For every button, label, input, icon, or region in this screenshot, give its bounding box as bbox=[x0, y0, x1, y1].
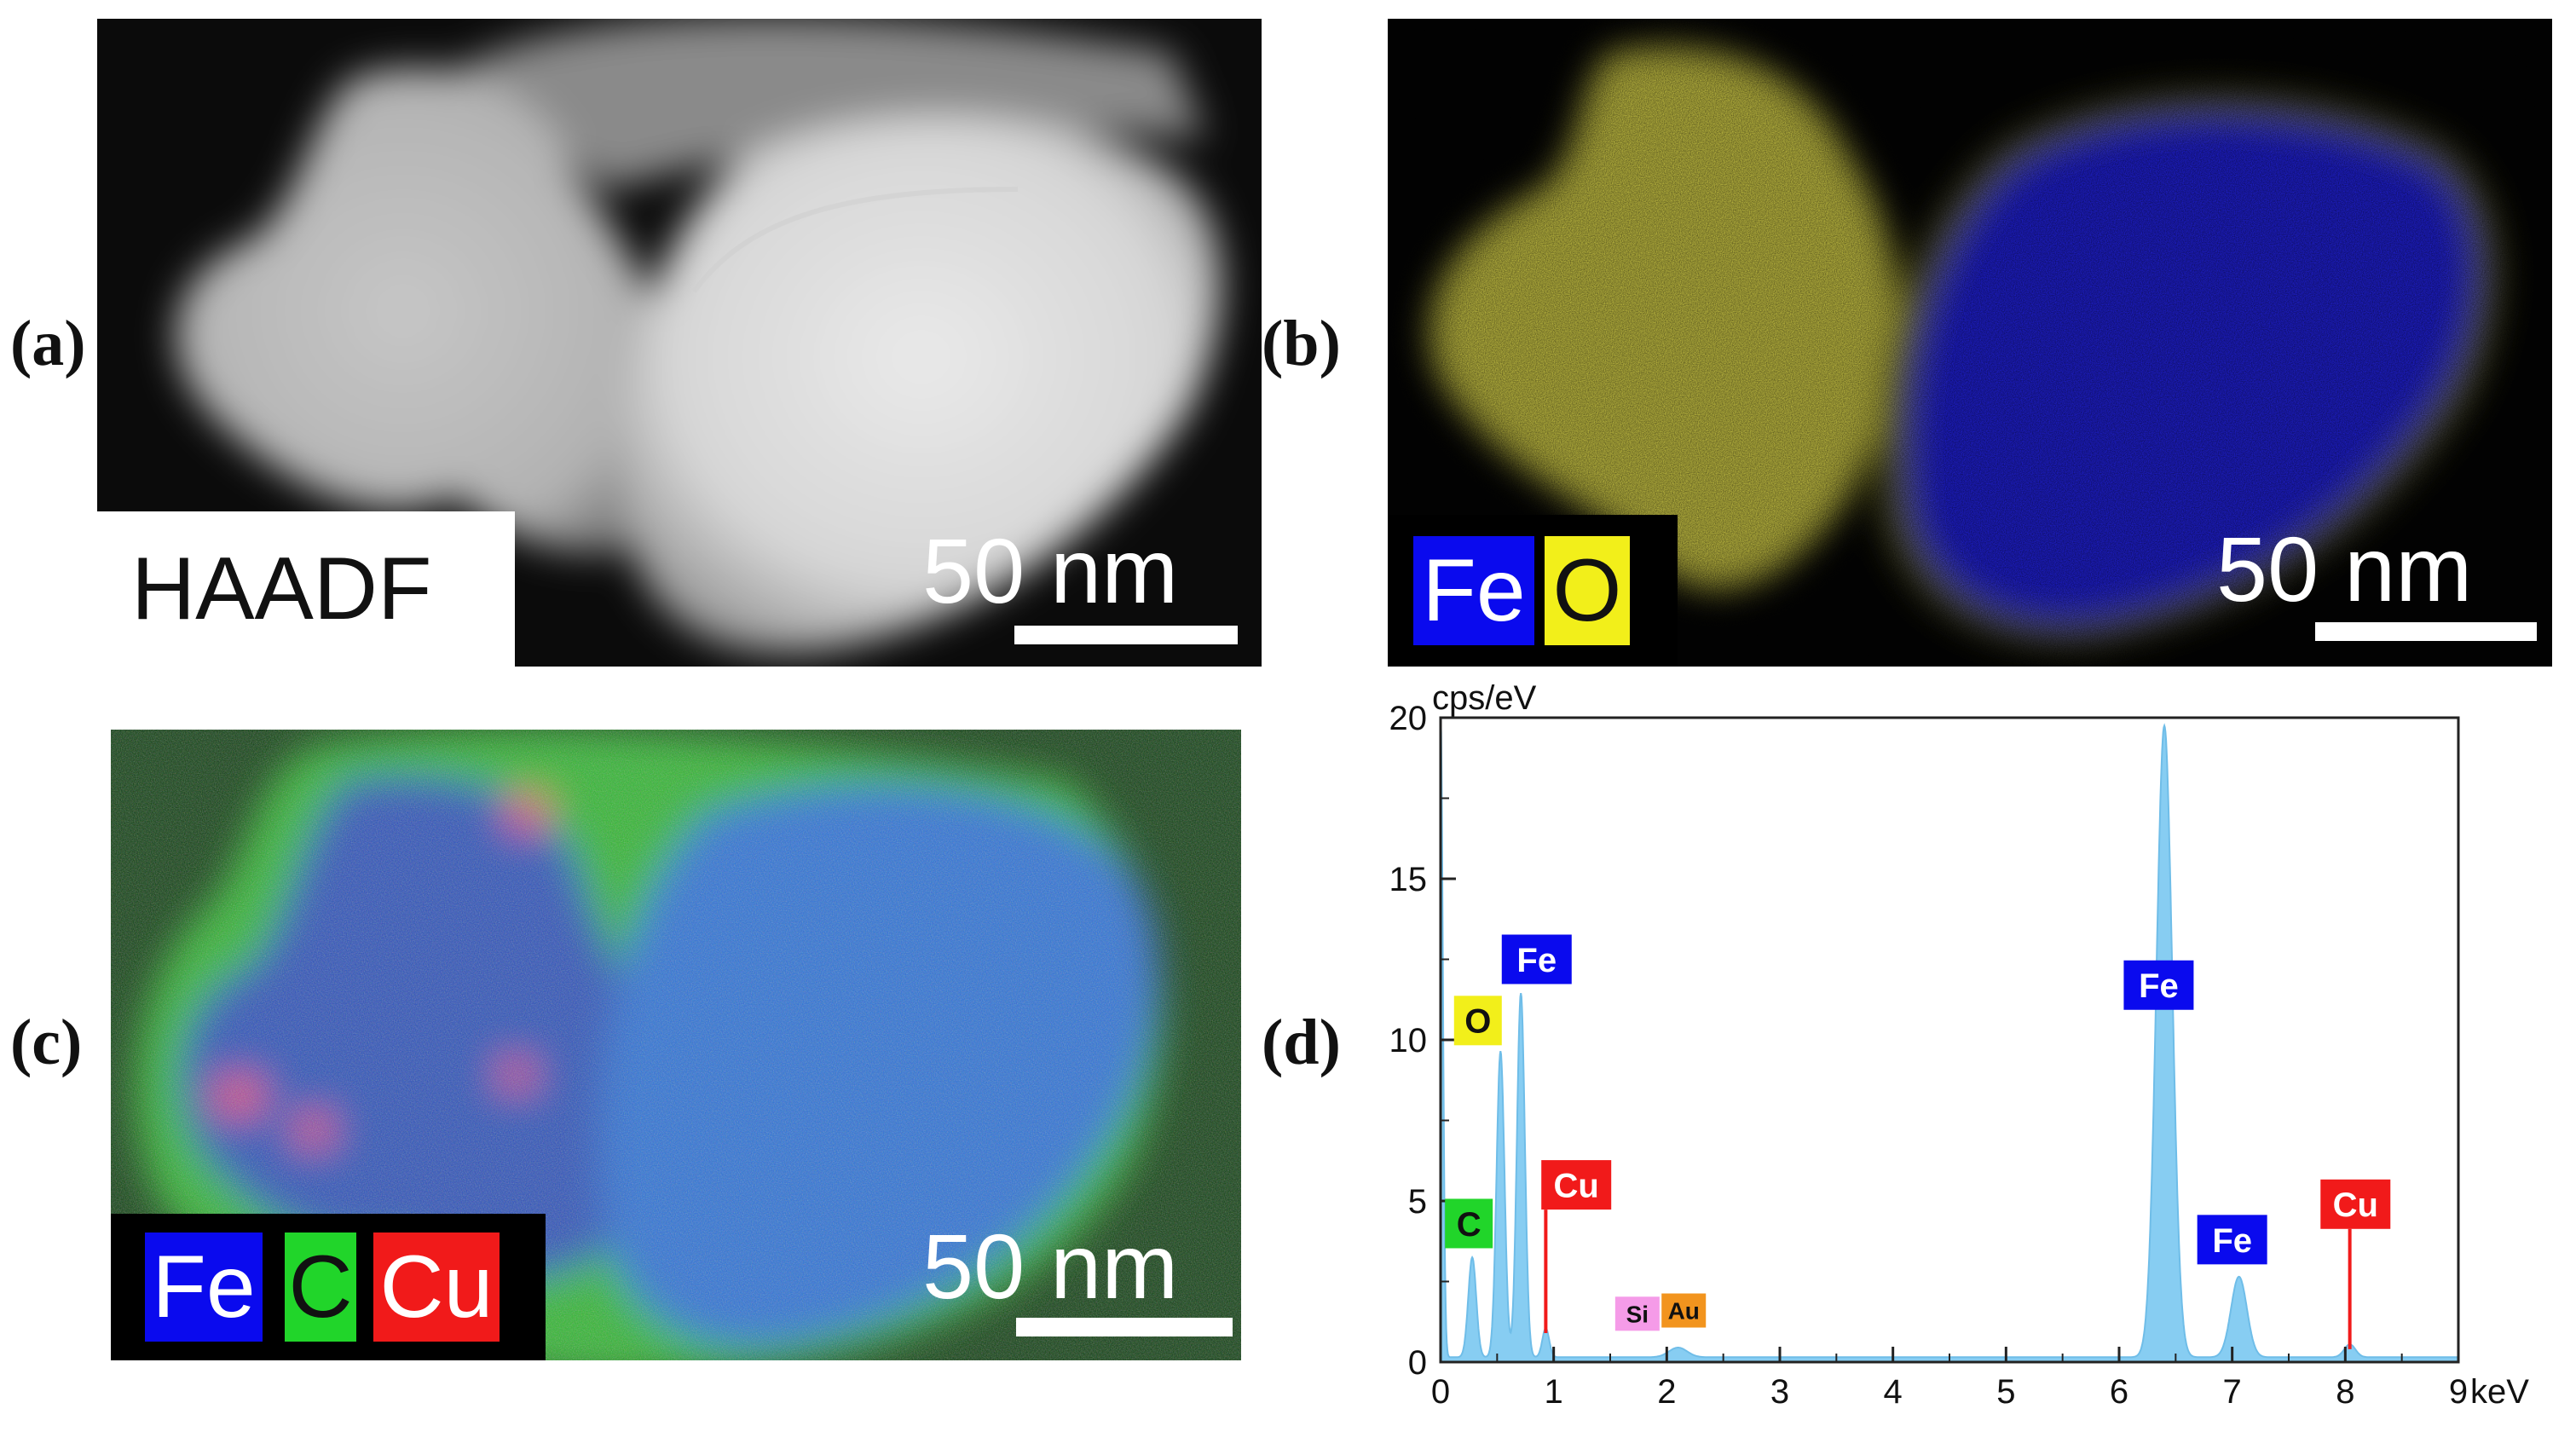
x-tick-label: 4 bbox=[1884, 1373, 1903, 1411]
peak-label-c: C bbox=[1445, 1198, 1493, 1249]
fe-o-map-image bbox=[1388, 19, 2552, 667]
x-axis-label: keV bbox=[2470, 1373, 2529, 1411]
y-tick-label: 20 bbox=[1389, 700, 1428, 737]
x-tick-label: 5 bbox=[1996, 1373, 2015, 1411]
peak-label-box bbox=[2123, 960, 2194, 1010]
legend-b-o: O bbox=[1545, 536, 1630, 645]
y-tick-label: 5 bbox=[1408, 1183, 1427, 1221]
peak-label-box bbox=[1614, 1296, 1660, 1331]
peak-label-cu: Cu bbox=[2320, 1179, 2391, 1229]
x-tick-label: 1 bbox=[1545, 1373, 1563, 1411]
peak-label-text: Fe bbox=[1516, 942, 1557, 979]
peak-label-box bbox=[2320, 1179, 2391, 1229]
panel-letter-b: (b) bbox=[1262, 308, 1341, 379]
panel-letter-a: (a) bbox=[10, 308, 86, 379]
y-tick-label: 10 bbox=[1389, 1022, 1428, 1059]
x-tick-label: 2 bbox=[1657, 1373, 1676, 1411]
peak-label-fe: Fe bbox=[2197, 1215, 2267, 1265]
peak-label-text: Au bbox=[1668, 1298, 1700, 1325]
peak-label-box bbox=[2197, 1215, 2267, 1265]
scale-bar-c bbox=[1016, 1318, 1233, 1336]
peak-label-box bbox=[1445, 1198, 1493, 1249]
scale-label-b: 50 nm bbox=[2216, 517, 2473, 621]
x-tick-label: 7 bbox=[2223, 1373, 2242, 1411]
peak-label-text: Si bbox=[1626, 1301, 1649, 1327]
peak-label-text: Cu bbox=[1554, 1168, 1599, 1205]
scale-label-c: 50 nm bbox=[922, 1215, 1179, 1318]
peak-label-box bbox=[1501, 934, 1572, 984]
scale-bar-b bbox=[2315, 622, 2537, 641]
eds-spectrum-chart: 0 1 2 3 4 5 6 7 8 9 0 5 10 15 20 Fe O C Cu Si Au Fe Fe Cu cps/e… bbox=[1389, 679, 2530, 1411]
peak-label-text: Fe bbox=[2212, 1222, 2252, 1260]
peak-label-text: Fe bbox=[2139, 967, 2179, 1005]
legend-c-cu: Cu bbox=[373, 1233, 500, 1342]
y-tick-label: 15 bbox=[1389, 861, 1428, 898]
spectrum-area bbox=[1440, 717, 2459, 1363]
legend-c-c: C bbox=[285, 1233, 356, 1342]
peak-label-text: C bbox=[1457, 1206, 1481, 1244]
scale-bar-a bbox=[1014, 626, 1238, 644]
peak-label-fe: Fe bbox=[2123, 960, 2194, 1010]
x-tick-label: 3 bbox=[1770, 1373, 1789, 1411]
scale-label-a: 50 nm bbox=[922, 519, 1179, 622]
legend-c-fe: Fe bbox=[145, 1233, 263, 1342]
peak-label-au: Au bbox=[1661, 1293, 1707, 1328]
x-tick-label: 8 bbox=[2336, 1373, 2354, 1411]
y-axis-label: cps/eV bbox=[1432, 679, 1537, 717]
peak-label-box bbox=[1453, 996, 1502, 1046]
x-tick-label: 9 bbox=[2449, 1373, 2468, 1411]
peak-label-text: O bbox=[1464, 1003, 1491, 1041]
legend-b: Fe O bbox=[1388, 515, 1678, 667]
panel-letter-c: (c) bbox=[10, 1007, 83, 1078]
legend-c: Fe C Cu bbox=[111, 1214, 546, 1360]
peak-label-text: Cu bbox=[2333, 1186, 2378, 1224]
peak-label-box bbox=[1661, 1293, 1707, 1328]
y-tick-label: 0 bbox=[1408, 1344, 1427, 1382]
peak-label-o: O bbox=[1453, 996, 1502, 1046]
panel-letter-d: (d) bbox=[1262, 1007, 1341, 1078]
haadf-label-text: HAADF bbox=[131, 539, 432, 638]
x-tick-label: 0 bbox=[1431, 1373, 1450, 1411]
peak-label-box bbox=[1541, 1160, 1612, 1210]
peak-label-cu: Cu bbox=[1541, 1160, 1612, 1210]
haadf-label: HAADF bbox=[97, 511, 515, 667]
plot-frame bbox=[1439, 716, 2460, 1364]
x-tick-label: 6 bbox=[2110, 1373, 2128, 1411]
legend-b-fe: Fe bbox=[1413, 536, 1534, 645]
peak-label-si: Si bbox=[1614, 1296, 1660, 1331]
peak-label-fe: Fe bbox=[1501, 934, 1572, 984]
